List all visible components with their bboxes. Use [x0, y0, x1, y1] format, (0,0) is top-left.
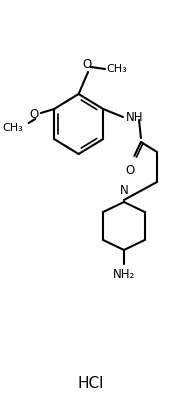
Text: NH: NH	[126, 110, 143, 124]
Text: CH₃: CH₃	[2, 123, 23, 133]
Text: NH₂: NH₂	[113, 268, 135, 281]
Text: N: N	[120, 184, 128, 197]
Text: O: O	[125, 164, 134, 177]
Text: O: O	[82, 58, 92, 71]
Text: O: O	[30, 108, 39, 120]
Text: HCl: HCl	[78, 377, 104, 391]
Text: CH₃: CH₃	[106, 64, 127, 74]
